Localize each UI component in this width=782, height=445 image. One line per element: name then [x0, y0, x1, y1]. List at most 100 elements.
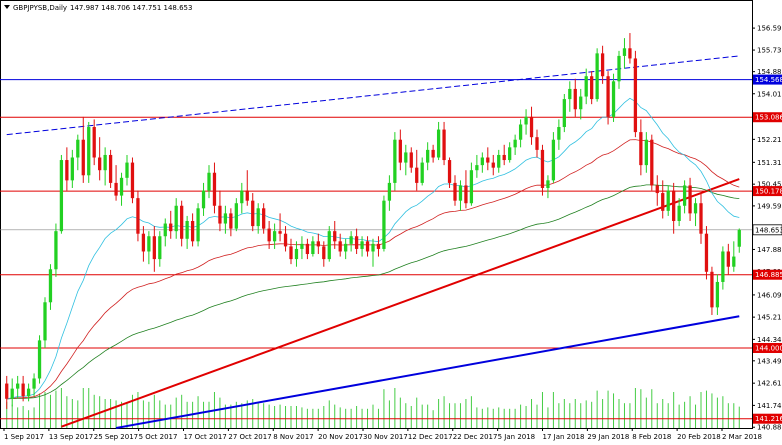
candle-body[interactable]: [737, 229, 741, 247]
candle-body[interactable]: [710, 271, 714, 308]
candle-body[interactable]: [666, 190, 670, 211]
candle-body[interactable]: [234, 203, 238, 229]
candle-body[interactable]: [59, 160, 64, 232]
candle-body[interactable]: [497, 154, 501, 168]
candle-body[interactable]: [682, 185, 687, 206]
trendline-blue-support[interactable]: [115, 315, 740, 429]
candle-body[interactable]: [453, 182, 457, 201]
candle-body[interactable]: [415, 167, 419, 183]
candle-body[interactable]: [21, 383, 25, 397]
candle-body[interactable]: [103, 154, 107, 171]
trendline-red-support[interactable]: [61, 178, 740, 428]
candle-body[interactable]: [622, 48, 627, 56]
candle-body[interactable]: [223, 213, 228, 224]
candle-body[interactable]: [376, 243, 381, 249]
candle-body[interactable]: [65, 160, 69, 181]
candle-body[interactable]: [354, 236, 359, 249]
candle-body[interactable]: [540, 149, 545, 188]
candle-body[interactable]: [617, 55, 621, 82]
candle-body[interactable]: [48, 269, 53, 303]
candle-body[interactable]: [267, 228, 271, 242]
candle-body[interactable]: [529, 116, 534, 138]
candle-body[interactable]: [398, 139, 402, 163]
candle-body[interactable]: [726, 251, 730, 267]
candle-body[interactable]: [480, 157, 484, 166]
candle-body[interactable]: [732, 256, 736, 267]
candle-body[interactable]: [562, 99, 566, 128]
candle-body[interactable]: [371, 243, 375, 252]
candle-body[interactable]: [169, 223, 173, 232]
candle-body[interactable]: [163, 223, 167, 237]
candle-body[interactable]: [240, 190, 244, 204]
candle-body[interactable]: [704, 233, 709, 272]
candle-body[interactable]: [628, 48, 632, 59]
candle-body[interactable]: [393, 139, 397, 183]
candle-body[interactable]: [201, 190, 206, 209]
candle-body[interactable]: [611, 81, 616, 117]
candle-body[interactable]: [333, 231, 337, 242]
candle-body[interactable]: [650, 139, 654, 186]
candle-body[interactable]: [98, 157, 102, 171]
candle-body[interactable]: [579, 96, 583, 110]
candle-body[interactable]: [508, 147, 512, 161]
candle-body[interactable]: [426, 149, 430, 163]
candle-body[interactable]: [10, 388, 14, 399]
candle-body[interactable]: [677, 205, 681, 221]
candle-body[interactable]: [344, 243, 348, 252]
candle-body[interactable]: [573, 88, 577, 110]
candle-body[interactable]: [130, 162, 135, 199]
candle-body[interactable]: [557, 127, 561, 140]
candle-body[interactable]: [16, 383, 20, 389]
candle-body[interactable]: [551, 139, 556, 181]
candle-body[interactable]: [600, 53, 605, 77]
candle-body[interactable]: [387, 182, 392, 201]
candle-body[interactable]: [431, 149, 435, 158]
candle-body[interactable]: [251, 200, 255, 227]
candle-body[interactable]: [305, 243, 310, 255]
candle-body[interactable]: [245, 190, 249, 201]
candle-body[interactable]: [26, 388, 31, 397]
candle-body[interactable]: [420, 162, 424, 183]
candle-body[interactable]: [590, 76, 594, 100]
candle-body[interactable]: [207, 172, 211, 191]
candle-body[interactable]: [655, 185, 659, 194]
candle-body[interactable]: [114, 182, 118, 196]
candle-body[interactable]: [546, 180, 550, 188]
candle-body[interactable]: [633, 58, 638, 133]
candle-body[interactable]: [190, 221, 195, 242]
candle-body[interactable]: [595, 53, 599, 100]
candle-body[interactable]: [81, 139, 85, 176]
dropdown-triangle-icon[interactable]: [4, 5, 10, 9]
candle-body[interactable]: [136, 198, 140, 234]
candle-body[interactable]: [256, 208, 260, 227]
candle-body[interactable]: [212, 172, 217, 206]
candle-body[interactable]: [644, 139, 648, 166]
candle-body[interactable]: [300, 243, 304, 249]
candle-body[interactable]: [360, 241, 364, 249]
candle-body[interactable]: [688, 185, 692, 214]
candle-body[interactable]: [262, 208, 266, 229]
candle-body[interactable]: [606, 76, 610, 117]
candle-body[interactable]: [442, 129, 446, 161]
candle-body[interactable]: [409, 152, 413, 168]
candle-body[interactable]: [92, 127, 96, 158]
candle-body[interactable]: [119, 177, 124, 196]
candle-body[interactable]: [5, 383, 9, 399]
candle-body[interactable]: [699, 203, 703, 234]
candle-body[interactable]: [37, 340, 42, 379]
candle-body[interactable]: [365, 241, 370, 252]
candle-body[interactable]: [278, 231, 282, 234]
candle-body[interactable]: [289, 246, 293, 260]
candle-body[interactable]: [327, 231, 331, 260]
candle-body[interactable]: [76, 139, 80, 158]
candle-body[interactable]: [141, 233, 146, 252]
candle-body[interactable]: [180, 205, 184, 239]
candle-body[interactable]: [436, 129, 441, 158]
candle-body[interactable]: [294, 248, 299, 260]
candle-body[interactable]: [152, 236, 156, 260]
candle-body[interactable]: [43, 302, 47, 341]
candle-body[interactable]: [486, 157, 490, 163]
candle-body[interactable]: [502, 154, 506, 161]
candle-body[interactable]: [518, 124, 523, 140]
